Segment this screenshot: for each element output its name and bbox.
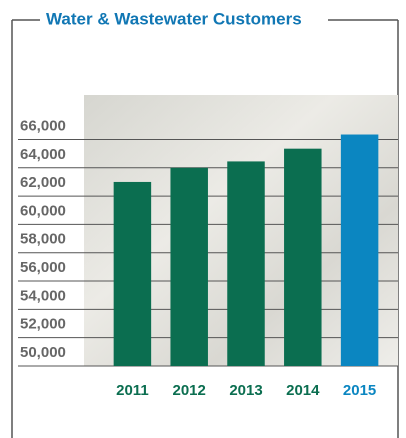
y-tick-label: 66,000: [20, 117, 66, 134]
y-tick-label: 52,000: [20, 316, 66, 333]
bar: [284, 149, 321, 366]
y-tick-label: 54,000: [20, 287, 66, 304]
x-tick-label: 2012: [173, 382, 206, 399]
bar: [341, 135, 378, 366]
chart: Water & Wastewater Customers 50,000 52,00…: [0, 0, 406, 438]
y-tick-label: 62,000: [20, 174, 66, 191]
x-tick-label: 2011: [116, 382, 149, 399]
y-tick-label: 60,000: [20, 202, 66, 219]
chart-title: Water & Wastewater Customers: [46, 9, 302, 28]
bar: [227, 161, 264, 366]
y-tick-label: 64,000: [20, 146, 66, 163]
y-tick-label: 50,000: [20, 344, 66, 361]
y-tick-label: 56,000: [20, 259, 66, 276]
bar: [170, 168, 207, 366]
y-tick-label: 58,000: [20, 231, 66, 248]
x-tick-label: 2014: [286, 382, 320, 399]
x-tick-label: 2015: [343, 382, 376, 399]
bar: [114, 182, 151, 366]
x-tick-label: 2013: [229, 382, 262, 399]
